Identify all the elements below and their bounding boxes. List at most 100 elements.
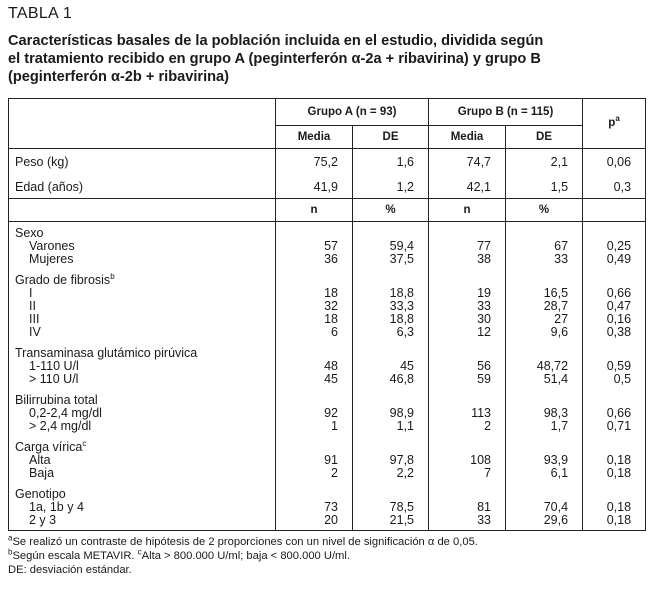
cell-value: 2,1 (505, 148, 584, 177)
empty-cell (582, 221, 647, 240)
cell-value: 20 (275, 513, 353, 531)
table-row: Baja 2 2,2 7 6,1 0,18 (8, 466, 647, 480)
empty-cell (351, 221, 430, 240)
empty-cell (505, 338, 584, 360)
row-label: I (8, 286, 276, 300)
cell-value: 1,5 (505, 176, 584, 199)
cell-value: 36 (275, 252, 353, 266)
footnote-text: Alta > 800.000 U/ml; baja < 800.000 U/ml… (141, 550, 350, 562)
cell-value: 18 (275, 286, 353, 300)
header-b-de: DE (505, 125, 584, 149)
cell-value: 18 (275, 312, 353, 326)
cell-value: 78,5 (351, 500, 430, 514)
section-header-row: Sexo (8, 221, 647, 240)
row-label: II (8, 299, 276, 313)
cell-value: 59,4 (351, 239, 430, 253)
cell-value: 45 (275, 372, 353, 386)
table-row: Mujeres 36 37,5 38 33 0,49 (8, 252, 647, 266)
footnote-marker: c (137, 547, 142, 557)
cell-value: 29,6 (505, 513, 584, 531)
row-label: 2 y 3 (8, 513, 276, 531)
empty-cell (275, 221, 353, 240)
empty-cell (351, 385, 430, 407)
cell-value: 0,16 (582, 312, 647, 326)
cell-value: 77 (428, 239, 507, 253)
table-row: Edad (años) 41,9 1,2 42,1 1,5 0,3 (8, 176, 647, 199)
empty-cell (428, 265, 507, 287)
cell-value: 18,8 (351, 312, 430, 326)
footnote-marker: a (8, 533, 13, 543)
cell-value: 33 (428, 513, 507, 531)
cell-value: 75,2 (275, 148, 353, 177)
empty-cell (351, 265, 430, 287)
header-p: pa (582, 98, 647, 149)
header-b-media: Media (428, 125, 507, 149)
header-a-n: n (275, 198, 353, 222)
cell-value: 0,49 (582, 252, 647, 266)
cell-value: 1,1 (351, 419, 430, 433)
table-caption: Características basales de la población … (8, 32, 543, 86)
empty-cell (351, 479, 430, 501)
cell-value: 97,8 (351, 453, 430, 467)
empty-cell (428, 432, 507, 454)
cell-value: 33 (428, 299, 507, 313)
cell-value: 18,8 (351, 286, 430, 300)
table-row: 1-110 U/l 48 45 56 48,72 0,59 (8, 359, 647, 373)
section-header-row: Grado de fibrosisb (8, 265, 647, 287)
cell-value: 74,7 (428, 148, 507, 177)
cell-value: 67 (505, 239, 584, 253)
empty-cell (351, 432, 430, 454)
row-label: 1-110 U/l (8, 359, 276, 373)
cell-value: 0,3 (582, 176, 647, 199)
cell-value: 108 (428, 453, 507, 467)
cell-value: 1,7 (505, 419, 584, 433)
empty-cell (428, 385, 507, 407)
empty-cell (351, 338, 430, 360)
row-label: III (8, 312, 276, 326)
cell-value: 59 (428, 372, 507, 386)
caption-line: el tratamiento recibido en grupo A (pegi… (8, 51, 541, 67)
cell-value: 2 (275, 466, 353, 480)
empty-cell (428, 338, 507, 360)
table-row: III 18 18,8 30 27 0,16 (8, 312, 647, 326)
header-a-media: Media (275, 125, 353, 149)
table-row: Varones 57 59,4 77 67 0,25 (8, 239, 647, 253)
cell-value: 1,2 (351, 176, 430, 199)
cell-value: 38 (428, 252, 507, 266)
cell-value: 27 (505, 312, 584, 326)
table-row: II 32 33,3 33 28,7 0,47 (8, 299, 647, 313)
header-blank-2 (8, 198, 276, 222)
header-b-n: n (428, 198, 507, 222)
cell-value: 91 (275, 453, 353, 467)
cell-value: 57 (275, 239, 353, 253)
cell-value: 0,06 (582, 148, 647, 177)
empty-cell (275, 338, 353, 360)
empty-cell (582, 338, 647, 360)
cell-value: 0,18 (582, 500, 647, 514)
cell-value: 33,3 (351, 299, 430, 313)
cell-value: 48 (275, 359, 353, 373)
empty-cell (505, 432, 584, 454)
cell-value: 70,4 (505, 500, 584, 514)
continuous-rows: Peso (kg) 75,2 1,6 74,7 2,1 0,06 Edad (años) 41… (8, 148, 647, 199)
row-label: Varones (8, 239, 276, 253)
footnote-marker: b (110, 271, 115, 281)
cell-value: 92 (275, 406, 353, 420)
table-row: 0,2-2,4 mg/dl 92 98,9 113 98,3 0,66 (8, 406, 647, 420)
cell-value: 0,38 (582, 325, 647, 339)
row-label: Peso (kg) (8, 148, 276, 177)
table-row: 1a, 1b y 4 73 78,5 81 70,4 0,18 (8, 500, 647, 514)
baseline-characteristics-table: Grupo A (n = 93) Grupo B (n = 115) pa Me… (8, 98, 647, 531)
cell-value: 93,9 (505, 453, 584, 467)
section-title: Genotipo (8, 479, 276, 501)
cell-value: 56 (428, 359, 507, 373)
cell-value: 0,18 (582, 513, 647, 531)
cell-value: 98,9 (351, 406, 430, 420)
row-label: 1a, 1b y 4 (8, 500, 276, 514)
section-title-text: Grado de fibrosis (15, 272, 111, 287)
cell-value: 0,59 (582, 359, 647, 373)
table-row: I 18 18,8 19 16,5 0,66 (8, 286, 647, 300)
cell-value: 1,6 (351, 148, 430, 177)
section-title: Bilirrubina total (8, 385, 276, 407)
empty-cell (582, 432, 647, 454)
